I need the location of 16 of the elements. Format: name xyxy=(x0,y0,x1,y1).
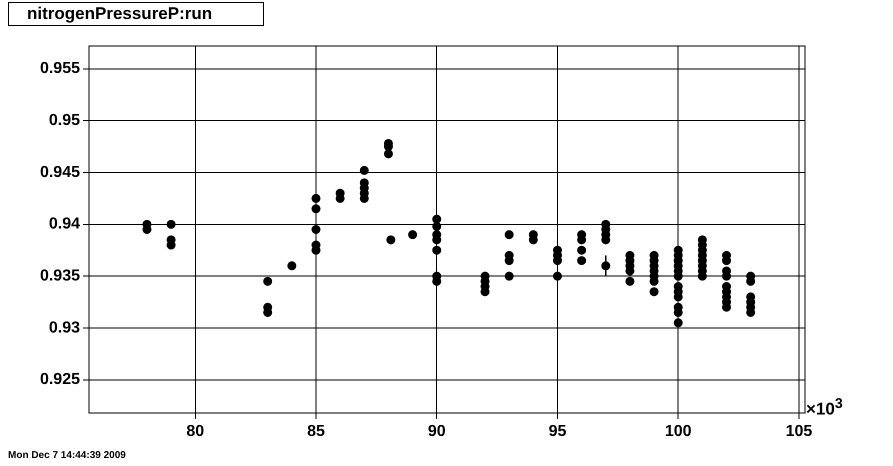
y-tick-label: 0.945 xyxy=(40,164,80,181)
chart-title: nitrogenPressureP:run xyxy=(8,2,264,26)
x-tick-label: 80 xyxy=(186,423,204,440)
x-tick-label: 95 xyxy=(548,423,566,440)
x-tick-label: 85 xyxy=(307,423,325,440)
y-tick-label: 0.925 xyxy=(40,371,80,388)
x-tick-label: 105 xyxy=(786,423,812,440)
text: ×10$^{3}$ xyxy=(806,396,843,420)
y-tick-label: 0.935 xyxy=(40,268,80,285)
x-tick-label: 90 xyxy=(428,423,446,440)
y-tick-label: 0.955 xyxy=(40,60,80,78)
text: Mon Dec 7 14:44:39 2009 xyxy=(8,450,126,461)
y-tick-label: 0.93 xyxy=(48,319,80,336)
y-tick-label: 0.95 xyxy=(48,112,80,130)
x-tick-label: 100 xyxy=(664,423,692,440)
y-tick-label: 0.94 xyxy=(48,216,80,233)
